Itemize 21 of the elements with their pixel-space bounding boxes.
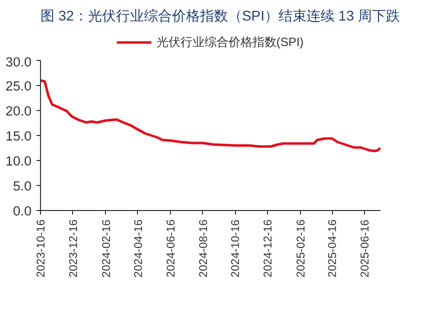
x-tick-label: 2024-04-16 [132,219,145,278]
y-tick-label: 15.0 [6,128,32,144]
y-tick-label: 0.0 [12,204,32,218]
x-tick-label: 2025-06-16 [360,219,372,278]
x-tick-label: 2023-10-16 [36,219,48,278]
x-tick-label: 2024-10-16 [230,219,242,278]
y-tick-label: 5.0 [12,178,32,194]
y-tick-label: 30.0 [6,54,32,70]
y-tick-label: 20.0 [6,104,32,118]
x-tick-label: 2024-02-16 [100,219,113,278]
x-tick-label: 2024-12-16 [262,219,275,278]
x-tick-label: 2025-02-16 [296,219,308,278]
line-series [40,79,380,152]
y-tick-label: 25.0 [6,78,32,94]
x-tick-label: 2024-06-16 [165,219,178,278]
x-tick-label: 2025-04-16 [327,219,340,278]
legend-label: 光伏行业综合价格指数(SPI) [156,34,304,50]
x-tick-label: 2024-08-16 [198,219,210,278]
x-tick-label: 2023-12-16 [68,219,80,278]
chart-title: 图 32：光伏行业综合价格指数（SPI）结束连续 13 周下跌 [40,8,400,24]
y-tick-label: 10.0 [6,154,32,168]
